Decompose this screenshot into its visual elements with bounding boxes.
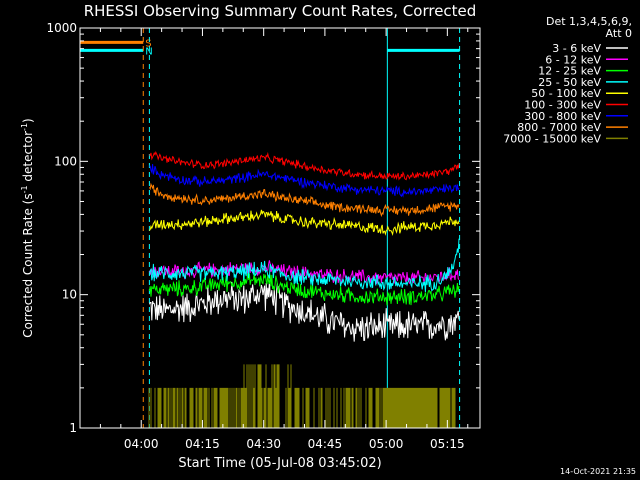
y-tick-label: 1 (69, 421, 77, 435)
plot-frame (79, 27, 481, 429)
y-axis-label-end: ) (21, 118, 35, 123)
y-tick-label: 10 (62, 288, 77, 302)
y-axis-label: Corrected Count Rate (s-1 detector-1) (20, 118, 35, 337)
series-7000-15000-kev (148, 364, 456, 428)
legend-item-label: 6 - 12 keV (545, 53, 601, 66)
series-100-300-kev (149, 150, 460, 181)
data-layer: SN (80, 28, 461, 428)
x-tick-label: 04:30 (246, 437, 281, 451)
legend-header-line-2: Att 0 (606, 27, 632, 40)
legend-header-line-1: Det 1,3,4,5,6,9, (546, 15, 632, 28)
y-axis-label-main: Corrected Count Rate (s (21, 193, 35, 337)
y-tick-label: 100 (54, 154, 77, 168)
legend-item-label: 50 - 100 keV (531, 87, 601, 100)
series-300-800-kev (149, 163, 460, 198)
flag-label-s: S (145, 38, 151, 49)
legend-item-label: 25 - 50 keV (538, 76, 601, 89)
y-axis-label-sup2: -1 (20, 123, 29, 131)
x-tick-label: 05:15 (430, 437, 465, 451)
y-tick-label: 1000 (46, 21, 77, 35)
series-6-12-kev (148, 260, 460, 284)
legend-item-label: 800 - 7000 keV (517, 121, 601, 134)
series-800-7000-kev (148, 182, 460, 218)
x-axis-label: Start Time (05-Jul-08 03:45:02) (178, 456, 381, 471)
series-12-25-kev (148, 273, 460, 306)
flag-label-n: N (145, 46, 152, 57)
axes-layer: 1 10 100 1000 04:00 04:15 04:30 04:45 05:00 05:15 (46, 21, 480, 451)
legend-item-label: 100 - 300 keV (524, 99, 601, 112)
x-tick-label: 04:45 (308, 437, 343, 451)
chart-title: RHESSI Observing Summary Count Rates, Co… (84, 2, 477, 20)
x-tick-label: 04:00 (124, 437, 159, 451)
legend-item-label: 3 - 6 keV (552, 42, 601, 55)
y-axis-label-mid: detector (21, 131, 35, 186)
footer-timestamp: 14-Oct-2021 21:35 (560, 467, 636, 476)
legend-item-label: 7000 - 15000 keV (503, 132, 601, 145)
series-3-6-kev (148, 280, 460, 342)
legend-item-label: 12 - 25 keV (538, 65, 601, 78)
legend-item-label: 300 - 800 keV (524, 110, 601, 123)
x-tick-label: 05:00 (369, 437, 404, 451)
y-axis-label-sup1: -1 (20, 185, 29, 193)
x-tick-label: 04:15 (185, 437, 220, 451)
series-25-50-kev (148, 238, 460, 293)
series-50-100-kev (148, 209, 460, 236)
